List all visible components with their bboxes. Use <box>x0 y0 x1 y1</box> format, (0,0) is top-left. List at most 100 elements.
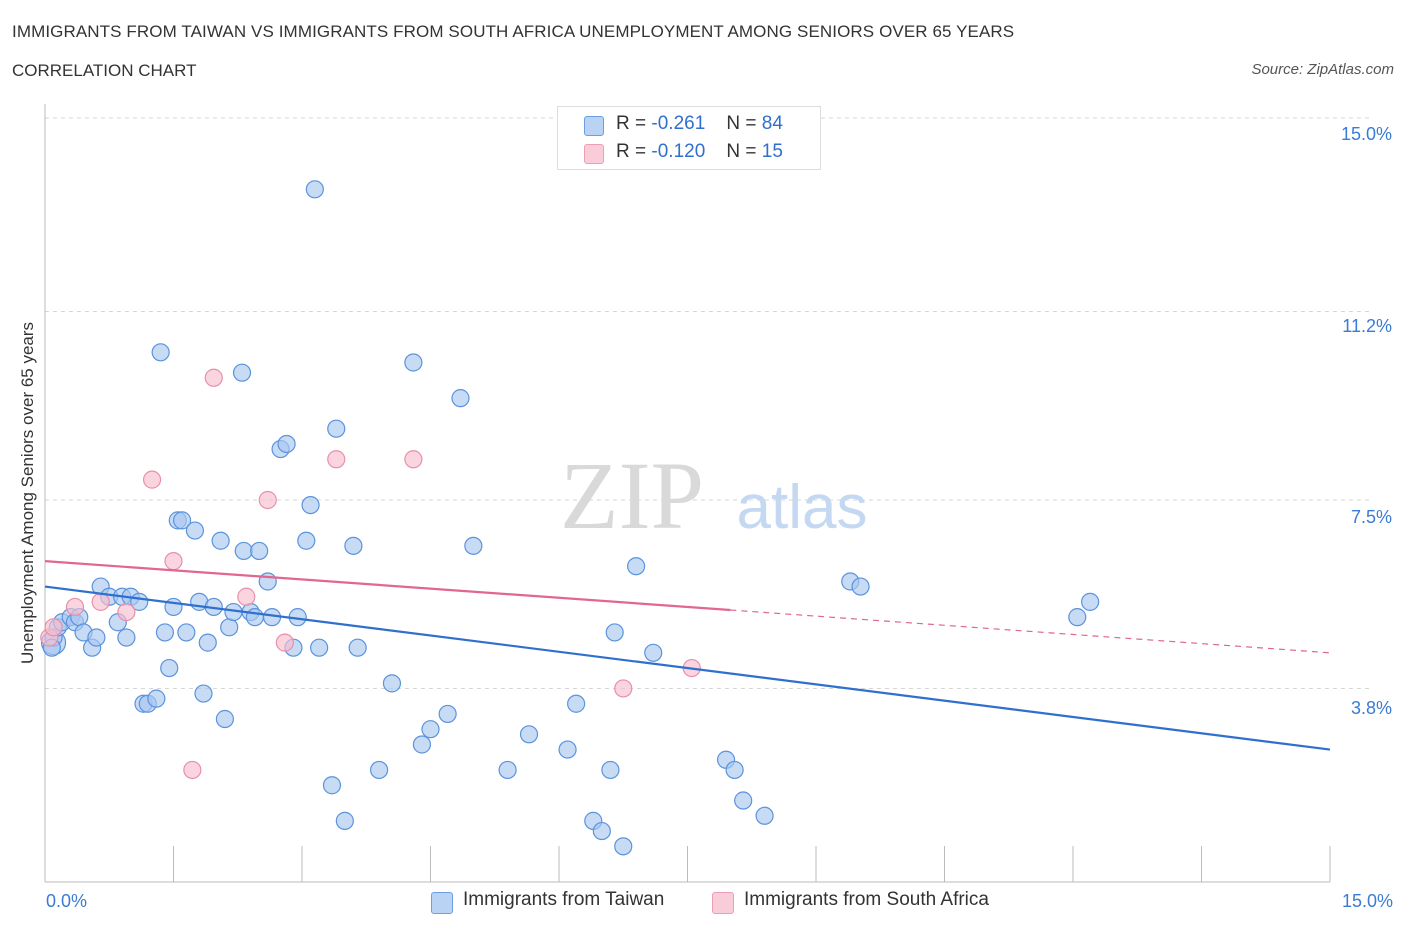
trend-line-0 <box>44 585 1331 751</box>
taiwan-n-value: 84 <box>761 113 783 134</box>
taiwan-point <box>592 821 611 841</box>
taiwan-point <box>1068 608 1087 627</box>
taiwan-point <box>348 638 367 657</box>
taiwan-legend-icon <box>431 892 453 914</box>
south-africa-point <box>44 618 63 637</box>
taiwan-point <box>245 608 264 627</box>
taiwan-point <box>626 557 646 576</box>
taiwan-point <box>412 735 432 754</box>
taiwan-point <box>451 389 470 408</box>
taiwan-point <box>177 623 196 642</box>
trend-lines <box>44 560 1331 751</box>
south-africa-point <box>164 552 183 571</box>
taiwan-point <box>614 837 633 856</box>
south-africa-point <box>117 602 136 622</box>
south-africa-n-value: 15 <box>761 141 783 162</box>
south-africa-point <box>614 679 633 698</box>
trend-line-1-dashed <box>730 609 1331 654</box>
x-tick-label-min: 0.0% <box>46 891 88 911</box>
south-africa-point <box>404 450 423 469</box>
trend-line-1-solid <box>44 560 731 612</box>
y-tick-label-7-5: 7.5% <box>1350 507 1392 527</box>
taiwan-point <box>117 628 136 647</box>
taiwan-point <box>310 638 329 657</box>
taiwan-point <box>305 180 324 199</box>
taiwan-point <box>147 689 166 708</box>
taiwan-point <box>1081 592 1100 611</box>
y-tick-label-11-2: 11.2% <box>1342 316 1392 336</box>
taiwan-point <box>421 720 440 739</box>
south-africa-point <box>237 587 256 606</box>
south-africa-point <box>327 450 346 469</box>
south-africa-n-label: N = <box>726 141 757 162</box>
taiwan-r-label: R = <box>616 113 647 134</box>
south-africa-legend-icon <box>712 892 734 914</box>
taiwan-point <box>220 618 239 637</box>
taiwan-r-value: -0.261 <box>651 113 706 134</box>
taiwan-point <box>370 760 389 780</box>
taiwan-point <box>344 536 363 555</box>
taiwan-point <box>164 597 183 617</box>
taiwan-point <box>755 806 774 825</box>
watermark: ZIP atlas <box>560 442 867 549</box>
taiwan-point <box>234 541 253 561</box>
taiwan-point <box>519 725 539 744</box>
taiwan-point <box>498 760 517 780</box>
south-africa-legend-label: Immigrants from South Africa <box>744 889 989 910</box>
grid-lines <box>45 117 1370 689</box>
taiwan-point <box>734 791 753 810</box>
chart-title: IMMIGRANTS FROM TAIWAN VS IMMIGRANTS FRO… <box>12 22 1015 41</box>
taiwan-n-label: N = <box>726 113 757 134</box>
south-africa-r-value: -0.120 <box>651 141 706 162</box>
chart-subtitle: CORRELATION CHART <box>12 61 197 80</box>
taiwan-point <box>215 709 234 729</box>
y-tick-label-15: 15.0% <box>1340 124 1392 144</box>
scatter-points <box>40 180 1100 856</box>
taiwan-point <box>404 353 423 372</box>
taiwan-point <box>558 740 577 759</box>
taiwan-point <box>725 760 744 780</box>
taiwan-point <box>250 541 269 561</box>
taiwan-point <box>151 343 170 362</box>
taiwan-point <box>87 628 106 647</box>
south-africa-point <box>258 490 277 510</box>
south-africa-r-label: R = <box>616 141 647 162</box>
axes <box>44 104 1331 883</box>
taiwan-point <box>601 760 620 780</box>
taiwan-point <box>322 776 342 795</box>
taiwan-point <box>605 623 624 642</box>
south-africa-swatch-icon <box>584 144 604 164</box>
taiwan-point <box>438 704 457 724</box>
taiwan-point <box>160 658 179 678</box>
taiwan-point <box>464 536 483 555</box>
south-africa-point <box>183 760 202 780</box>
watermark-zip: ZIP <box>560 442 704 549</box>
taiwan-point <box>232 363 252 382</box>
taiwan-point <box>277 434 296 454</box>
taiwan-point <box>297 531 316 550</box>
source-label: Source: ZipAtlas.com <box>1251 61 1394 78</box>
taiwan-point <box>155 623 175 642</box>
taiwan-swatch-icon <box>584 116 604 136</box>
taiwan-point <box>335 811 354 830</box>
taiwan-point <box>644 643 663 662</box>
south-africa-point <box>204 368 223 387</box>
taiwan-point <box>194 684 213 703</box>
south-africa-point <box>142 470 162 489</box>
taiwan-point <box>172 511 192 530</box>
taiwan-point <box>198 633 217 652</box>
watermark-atlas: atlas <box>737 473 868 542</box>
stats-legend: R = -0.261 N = 84 R = -0.120 N = 15 <box>557 106 821 170</box>
y-tick-label-3-8: 3.8% <box>1350 698 1392 718</box>
taiwan-legend-label: Immigrants from Taiwan <box>463 889 665 910</box>
south-africa-point <box>65 597 85 617</box>
taiwan-point <box>382 674 402 693</box>
taiwan-point <box>185 521 205 540</box>
y-axis-label: Unemployment Among Seniors over 65 years <box>18 321 37 665</box>
taiwan-point <box>327 419 346 438</box>
taiwan-point <box>211 531 230 550</box>
x-tick-label-max: 15.0% <box>1341 891 1393 911</box>
south-africa-point <box>91 592 110 611</box>
taiwan-point <box>567 694 586 713</box>
